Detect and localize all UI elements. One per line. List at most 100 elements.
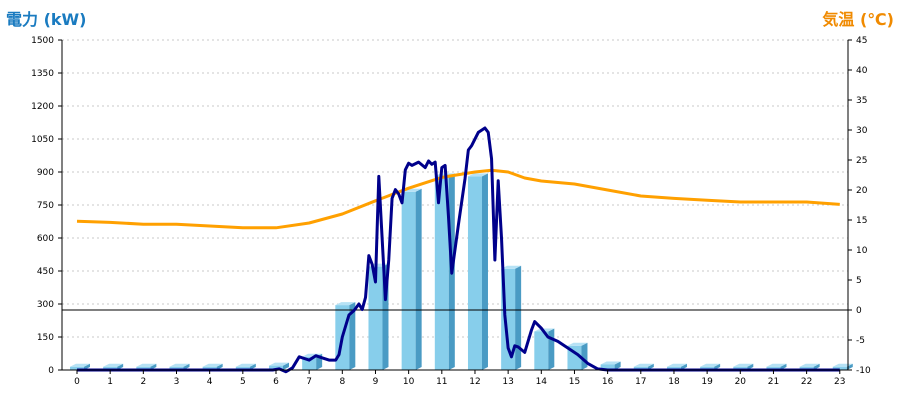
bar-top [335,302,356,306]
bar-side [614,361,621,370]
left-tick-label: 600 [37,234,54,244]
x-tick-label: 12 [469,377,480,387]
x-tick-label: 17 [635,377,646,387]
x-tick-label: 14 [536,377,548,387]
bar-side [813,363,820,370]
bar-front [235,366,250,370]
left-tick-label: 750 [37,201,54,211]
left-axis-ticks: 0 150 300 450 600 750 900 1050 1200 1350 1500 [31,36,62,376]
right-tick-label: 25 [856,156,867,166]
bar-top [268,362,289,366]
bar [103,363,124,370]
bar-front [832,366,847,370]
x-tick-label: 23 [834,377,845,387]
bar [733,363,754,370]
bar-front [766,366,781,370]
left-tick-label: 0 [48,366,54,376]
bar-front [401,191,416,370]
bar-front [666,366,681,370]
bar-top [700,363,721,367]
bar-front [368,266,383,370]
x-tick-label: 18 [668,377,680,387]
left-tick-label: 300 [37,300,54,310]
bar-top [666,363,687,367]
bar [567,342,588,370]
bar-front [600,364,615,370]
bar-top [235,363,256,367]
bar [467,173,488,370]
bar-top [600,361,621,365]
bar-front [202,366,217,370]
bar-side [647,363,654,370]
bar-side [84,363,90,370]
right-tick-label: 10 [856,246,868,256]
left-tick-label: 1500 [31,36,54,46]
bar-side [747,363,754,370]
bar-side [548,328,555,370]
left-tick-label: 1050 [31,135,54,145]
bar [401,188,422,370]
x-tick-label: 20 [735,377,747,387]
gridlines [62,39,848,338]
bar-side [515,265,522,370]
bar-front [799,366,814,370]
bar-side [714,363,721,370]
right-tick-label: 30 [856,126,868,136]
x-tick-label: 5 [240,377,246,387]
bar-side [150,363,157,370]
bar-front [169,366,184,370]
x-tick-label: 13 [502,377,513,387]
bar [633,363,654,370]
x-tick-label: 22 [801,377,812,387]
x-tick-label: 16 [602,377,614,387]
bar-front [136,366,151,370]
bar-front [534,331,549,370]
left-tick-label: 450 [37,267,54,277]
bar [169,363,190,370]
bar-side [581,342,588,370]
bar-front [700,366,715,370]
x-tick-label: 8 [339,377,345,387]
bar [534,328,555,370]
bar-side [680,363,687,370]
left-tick-label: 1350 [31,69,54,79]
x-tick-label: 0 [74,377,80,387]
x-tick-label: 4 [207,377,213,387]
x-tick-label: 6 [273,377,279,387]
right-axis-title: 気温 (℃) [822,10,894,29]
bar [700,363,721,370]
bar-front [434,176,449,370]
bar [766,363,787,370]
bar-front [733,366,748,370]
bar [235,363,256,370]
bar-side [415,188,422,370]
bar-front [467,176,482,370]
x-axis-ticks: 0 1 2 3 4 5 6 7 8 9 10 11 12 13 14 15 16 17 18 19 20 21 22 23 [74,370,846,387]
bar-top [567,342,588,346]
bar [666,363,687,370]
bar-side [282,362,289,370]
right-tick-label: 35 [856,96,867,106]
right-axis-ticks: -10 -5 0 5 10 15 20 25 30 35 40 45 [848,36,871,376]
left-tick-label: 1200 [31,102,54,112]
bar [136,363,157,370]
bar [268,362,289,370]
right-tick-label: 15 [856,216,867,226]
bar-side [216,363,223,370]
x-tick-label: 19 [701,377,713,387]
right-tick-label: 20 [856,186,868,196]
right-tick-label: 5 [856,276,862,286]
bar-front [633,366,648,370]
bar-side [117,363,124,370]
bar-top [103,363,124,367]
x-tick-label: 9 [373,377,379,387]
bar-top [202,363,223,367]
bar-top [766,363,787,367]
bar-top [169,363,190,367]
bar [202,363,223,370]
bar-top [70,363,90,367]
bar-side [481,173,488,370]
x-tick-label: 21 [768,377,779,387]
